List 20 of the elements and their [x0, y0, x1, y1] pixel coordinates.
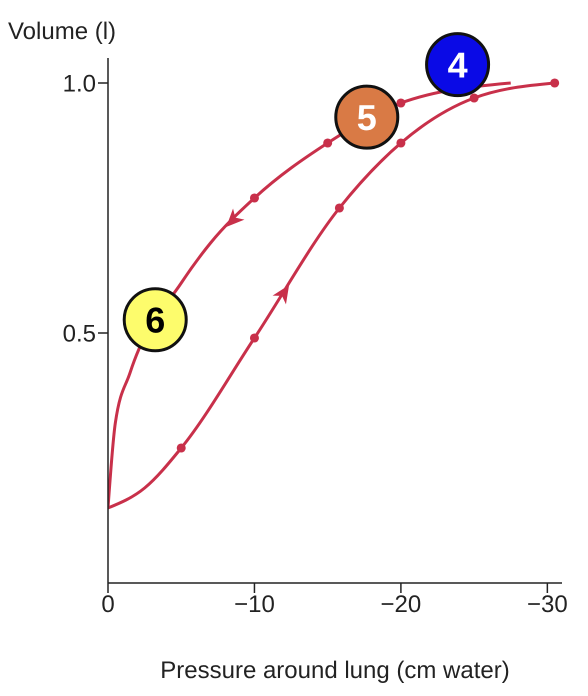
y-tick-label: 0.5 [62, 320, 96, 348]
annotation: 6 [145, 300, 166, 341]
point [470, 93, 479, 103]
y-tick-label: 1.0 [62, 70, 96, 98]
point [250, 193, 259, 203]
x-tick-label: −30 [526, 591, 568, 618]
point [550, 78, 560, 88]
annotation: 5 [356, 97, 377, 138]
x-tick-label: 0 [101, 591, 115, 618]
point [396, 98, 406, 108]
point [250, 333, 259, 343]
point [176, 443, 186, 453]
x-axis-title: Pressure around lung (cm water) [160, 657, 510, 684]
point [323, 138, 332, 148]
point [396, 138, 406, 148]
x-tick-label: −10 [234, 591, 275, 618]
point [334, 203, 344, 213]
x-tick-label: −20 [380, 591, 422, 618]
annotation: 4 [448, 44, 468, 86]
y-axis-title: Volume (l) [8, 18, 116, 46]
